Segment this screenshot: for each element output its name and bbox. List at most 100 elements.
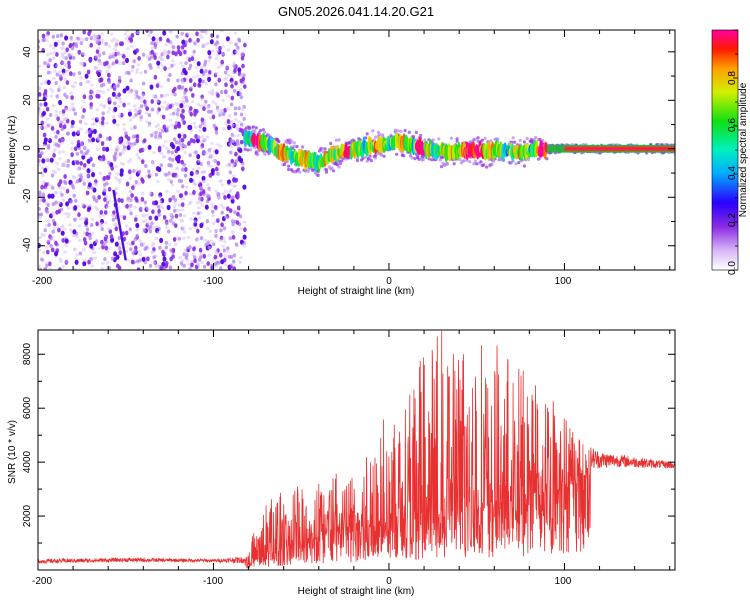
noise-speckle xyxy=(90,185,94,190)
noise-speckle xyxy=(176,102,180,106)
noise-speckle xyxy=(207,245,211,250)
noise-speckle xyxy=(239,78,244,84)
noise-speckle xyxy=(61,109,66,114)
noise-speckle xyxy=(52,76,56,81)
noise-speckle xyxy=(199,146,203,150)
noise-speckle xyxy=(41,33,46,39)
noise-speckle xyxy=(194,150,198,155)
noise-speckle xyxy=(222,226,227,231)
noise-speckle xyxy=(242,116,246,121)
ridge-halo xyxy=(525,136,529,141)
noise-speckle xyxy=(64,56,68,61)
ridge-halo xyxy=(473,159,477,163)
noise-speckle xyxy=(108,97,113,101)
noise-speckle xyxy=(106,110,111,114)
noise-speckle xyxy=(126,136,131,142)
noise-speckle xyxy=(70,84,75,88)
noise-speckle xyxy=(170,215,175,220)
ridge-halo xyxy=(399,129,403,133)
colorbar-tick-label: 0.4 xyxy=(727,166,738,180)
noise-speckle xyxy=(124,131,128,136)
noise-speckle xyxy=(156,66,161,70)
noise-speckle xyxy=(215,46,219,50)
noise-speckle xyxy=(81,100,86,104)
noise-speckle xyxy=(176,45,181,50)
noise-speckle xyxy=(183,70,188,76)
noise-speckle xyxy=(130,33,135,38)
noise-speckle xyxy=(49,184,53,188)
noise-speckle xyxy=(69,91,73,95)
ridge-halo xyxy=(246,148,250,152)
noise-speckle xyxy=(135,67,140,72)
ridge-halo xyxy=(320,146,324,150)
noise-speckle xyxy=(71,234,76,238)
noise-speckle xyxy=(219,108,224,112)
noise-speckle xyxy=(57,182,61,188)
noise-speckle xyxy=(94,199,99,203)
noise-speckle xyxy=(42,110,46,116)
noise-speckle xyxy=(111,51,115,56)
ridge-halo xyxy=(364,155,368,159)
noise-speckle xyxy=(135,134,140,139)
noise-speckle xyxy=(91,172,96,178)
noise-speckle xyxy=(125,85,130,91)
noise-speckle xyxy=(130,127,134,131)
noise-speckle xyxy=(52,227,56,231)
ridge-halo xyxy=(261,128,265,132)
noise-speckle xyxy=(117,81,121,85)
noise-speckle xyxy=(187,124,192,130)
ridge-halo xyxy=(395,152,399,156)
noise-speckle xyxy=(234,50,238,54)
noise-speckle xyxy=(210,155,215,159)
noise-speckle xyxy=(199,236,204,241)
noise-speckle xyxy=(228,142,233,146)
noise-speckle xyxy=(232,184,236,188)
spectrogram-plot-area xyxy=(38,30,675,270)
ridge-halo xyxy=(382,154,386,158)
noise-speckle xyxy=(192,75,196,79)
noise-speckle xyxy=(111,217,116,222)
noise-speckle xyxy=(50,125,55,131)
noise-speckle xyxy=(220,259,225,265)
noise-speckle xyxy=(85,37,89,42)
noise-speckle xyxy=(200,65,204,69)
noise-speckle xyxy=(133,249,137,254)
ridge-halo xyxy=(331,169,336,173)
noise-speckle xyxy=(98,133,103,139)
noise-speckle xyxy=(129,247,133,252)
ridge-halo xyxy=(371,129,375,133)
noise-speckle xyxy=(192,211,196,215)
noise-speckle xyxy=(220,222,224,228)
noise-speckle xyxy=(220,30,224,33)
noise-speckle xyxy=(72,193,76,198)
noise-speckle xyxy=(125,203,129,209)
noise-speckle xyxy=(82,181,87,186)
noise-speckle xyxy=(228,170,232,175)
noise-speckle xyxy=(212,159,216,163)
noise-speckle xyxy=(83,216,87,220)
noise-speckle xyxy=(169,256,173,262)
noise-speckle xyxy=(51,213,56,217)
noise-speckle xyxy=(230,262,234,266)
ridge-halo xyxy=(337,138,341,142)
noise-speckle xyxy=(199,162,203,167)
ridge-halo xyxy=(410,156,414,160)
ridge-halo xyxy=(475,162,479,166)
spec-yaxis-label: Frequency (Hz) xyxy=(7,116,18,185)
noise-speckle xyxy=(137,249,142,253)
noise-speckle xyxy=(223,263,228,267)
noise-speckle xyxy=(78,119,83,124)
noise-speckle xyxy=(129,37,134,43)
noise-speckle xyxy=(235,191,240,197)
noise-speckle xyxy=(38,216,42,220)
noise-speckle xyxy=(147,144,152,150)
noise-speckle xyxy=(223,77,227,82)
noise-speckle xyxy=(106,88,111,92)
noise-speckle xyxy=(120,198,124,204)
noise-speckle xyxy=(219,228,223,233)
noise-speckle xyxy=(94,239,99,244)
noise-speckle xyxy=(123,32,128,36)
noise-speckle xyxy=(91,163,96,168)
noise-speckle xyxy=(146,256,150,262)
ridge-halo xyxy=(522,140,527,144)
